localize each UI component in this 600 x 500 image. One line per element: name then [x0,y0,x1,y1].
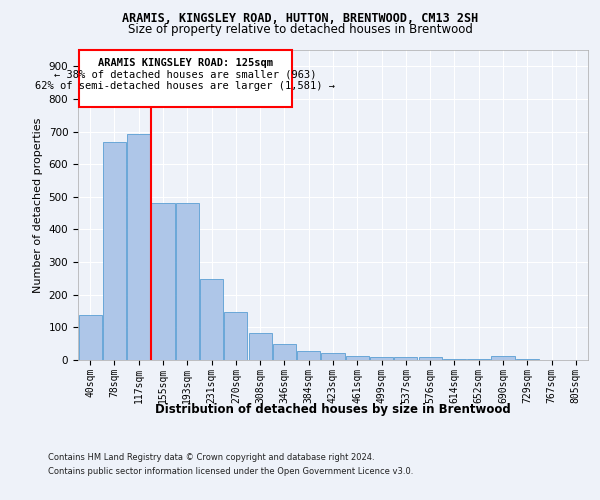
Text: Distribution of detached houses by size in Brentwood: Distribution of detached houses by size … [155,402,511,415]
Bar [370,356,393,360]
Bar [127,134,150,360]
Bar [322,354,344,360]
FancyBboxPatch shape [79,50,292,107]
Text: ARAMIS, KINGSLEY ROAD, HUTTON, BRENTWOOD, CM13 2SH: ARAMIS, KINGSLEY ROAD, HUTTON, BRENTWOOD… [122,12,478,26]
Bar [176,203,199,360]
Text: 62% of semi-detached houses are larger (1,581) →: 62% of semi-detached houses are larger (… [35,81,335,91]
Text: ARAMIS KINGSLEY ROAD: 125sqm: ARAMIS KINGSLEY ROAD: 125sqm [98,58,273,68]
Text: Contains HM Land Registry data © Crown copyright and database right 2024.: Contains HM Land Registry data © Crown c… [48,454,374,462]
Bar [443,359,466,360]
Bar [297,351,320,360]
Text: Size of property relative to detached houses in Brentwood: Size of property relative to detached ho… [128,22,472,36]
Bar [224,312,247,360]
Bar [491,356,515,360]
Bar [151,203,175,360]
Bar [419,358,442,360]
Y-axis label: Number of detached properties: Number of detached properties [33,118,43,292]
Text: Contains public sector information licensed under the Open Government Licence v3: Contains public sector information licen… [48,467,413,476]
Text: ← 38% of detached houses are smaller (963): ← 38% of detached houses are smaller (96… [54,70,317,80]
Bar [394,356,418,360]
Bar [248,333,272,360]
Bar [103,142,126,360]
Bar [346,356,369,360]
Bar [200,280,223,360]
Bar [79,315,101,360]
Bar [273,344,296,360]
